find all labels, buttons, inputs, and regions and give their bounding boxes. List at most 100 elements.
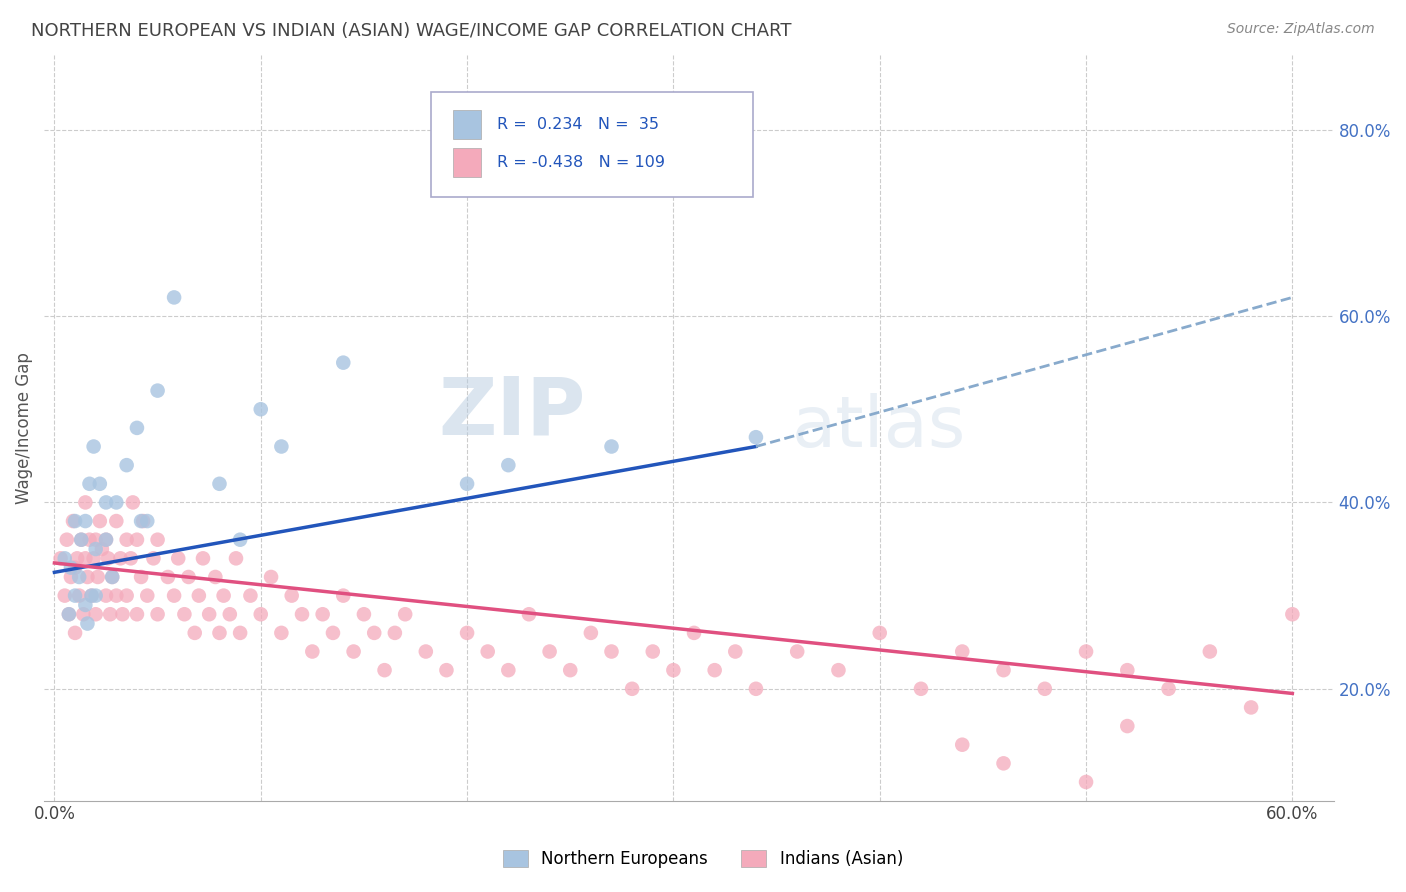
Point — [993, 663, 1015, 677]
Point — [146, 533, 169, 547]
Point — [270, 626, 292, 640]
Point — [212, 589, 235, 603]
Point — [208, 626, 231, 640]
Point — [105, 495, 128, 509]
Point — [641, 644, 664, 658]
Point — [129, 570, 152, 584]
Point — [600, 440, 623, 454]
Point — [87, 570, 110, 584]
Point — [950, 738, 973, 752]
Point — [745, 681, 768, 696]
Point — [84, 607, 107, 622]
Point — [111, 607, 134, 622]
Point — [75, 495, 97, 509]
Point — [415, 644, 437, 658]
Point — [98, 607, 121, 622]
Point — [97, 551, 120, 566]
Text: Source: ZipAtlas.com: Source: ZipAtlas.com — [1227, 22, 1375, 37]
Point — [53, 589, 76, 603]
Point — [63, 589, 86, 603]
Point — [136, 589, 159, 603]
Point — [63, 514, 86, 528]
Point — [125, 421, 148, 435]
Point — [225, 551, 247, 566]
Point — [89, 514, 111, 528]
Point — [322, 626, 344, 640]
Point — [218, 607, 240, 622]
Point — [63, 560, 86, 574]
Point — [84, 533, 107, 547]
Point — [600, 644, 623, 658]
Point — [436, 663, 458, 677]
Point — [249, 607, 271, 622]
Point — [621, 681, 644, 696]
Point — [384, 626, 406, 640]
Point — [90, 541, 112, 556]
Point — [910, 681, 932, 696]
Point — [129, 514, 152, 528]
Point — [58, 607, 80, 622]
Point — [538, 644, 561, 658]
Point — [75, 551, 97, 566]
Point — [1116, 719, 1139, 733]
Point — [70, 533, 93, 547]
Point — [353, 607, 375, 622]
Point — [662, 663, 685, 677]
Text: R =  0.234   N =  35: R = 0.234 N = 35 — [496, 117, 659, 132]
Point — [94, 533, 117, 547]
Point — [80, 589, 103, 603]
Text: R = -0.438   N = 109: R = -0.438 N = 109 — [496, 155, 665, 170]
Point — [191, 551, 214, 566]
Bar — [453, 111, 481, 138]
Point — [76, 616, 98, 631]
Point — [993, 756, 1015, 771]
Point — [101, 570, 124, 584]
Point — [75, 598, 97, 612]
Point — [394, 607, 416, 622]
Point — [121, 495, 143, 509]
Point — [703, 663, 725, 677]
Point — [208, 476, 231, 491]
Point — [125, 607, 148, 622]
Point — [204, 570, 226, 584]
Point — [58, 607, 80, 622]
Point — [115, 533, 138, 547]
Point — [724, 644, 747, 658]
Point — [311, 607, 333, 622]
Point — [1033, 681, 1056, 696]
Point — [79, 476, 101, 491]
Point — [115, 458, 138, 472]
Point — [59, 560, 82, 574]
Point — [456, 476, 478, 491]
Point — [67, 589, 90, 603]
Y-axis label: Wage/Income Gap: Wage/Income Gap — [15, 352, 32, 504]
Point — [1281, 607, 1303, 622]
Point — [260, 570, 283, 584]
Point — [120, 551, 142, 566]
Point — [94, 533, 117, 547]
Point — [560, 663, 582, 677]
Point — [94, 495, 117, 509]
Point — [498, 458, 520, 472]
Point — [301, 644, 323, 658]
Point — [105, 514, 128, 528]
Point — [363, 626, 385, 640]
Point — [332, 356, 354, 370]
Point — [291, 607, 314, 622]
Point — [187, 589, 209, 603]
Point — [56, 533, 79, 547]
Point — [229, 626, 252, 640]
Point — [198, 607, 221, 622]
Point — [84, 541, 107, 556]
Point — [76, 570, 98, 584]
Point — [477, 644, 499, 658]
Point — [498, 663, 520, 677]
Point — [517, 607, 540, 622]
Point — [83, 440, 105, 454]
Point — [683, 626, 706, 640]
Point — [89, 476, 111, 491]
Point — [456, 626, 478, 640]
Point — [173, 607, 195, 622]
Point — [342, 644, 364, 658]
Point — [80, 589, 103, 603]
